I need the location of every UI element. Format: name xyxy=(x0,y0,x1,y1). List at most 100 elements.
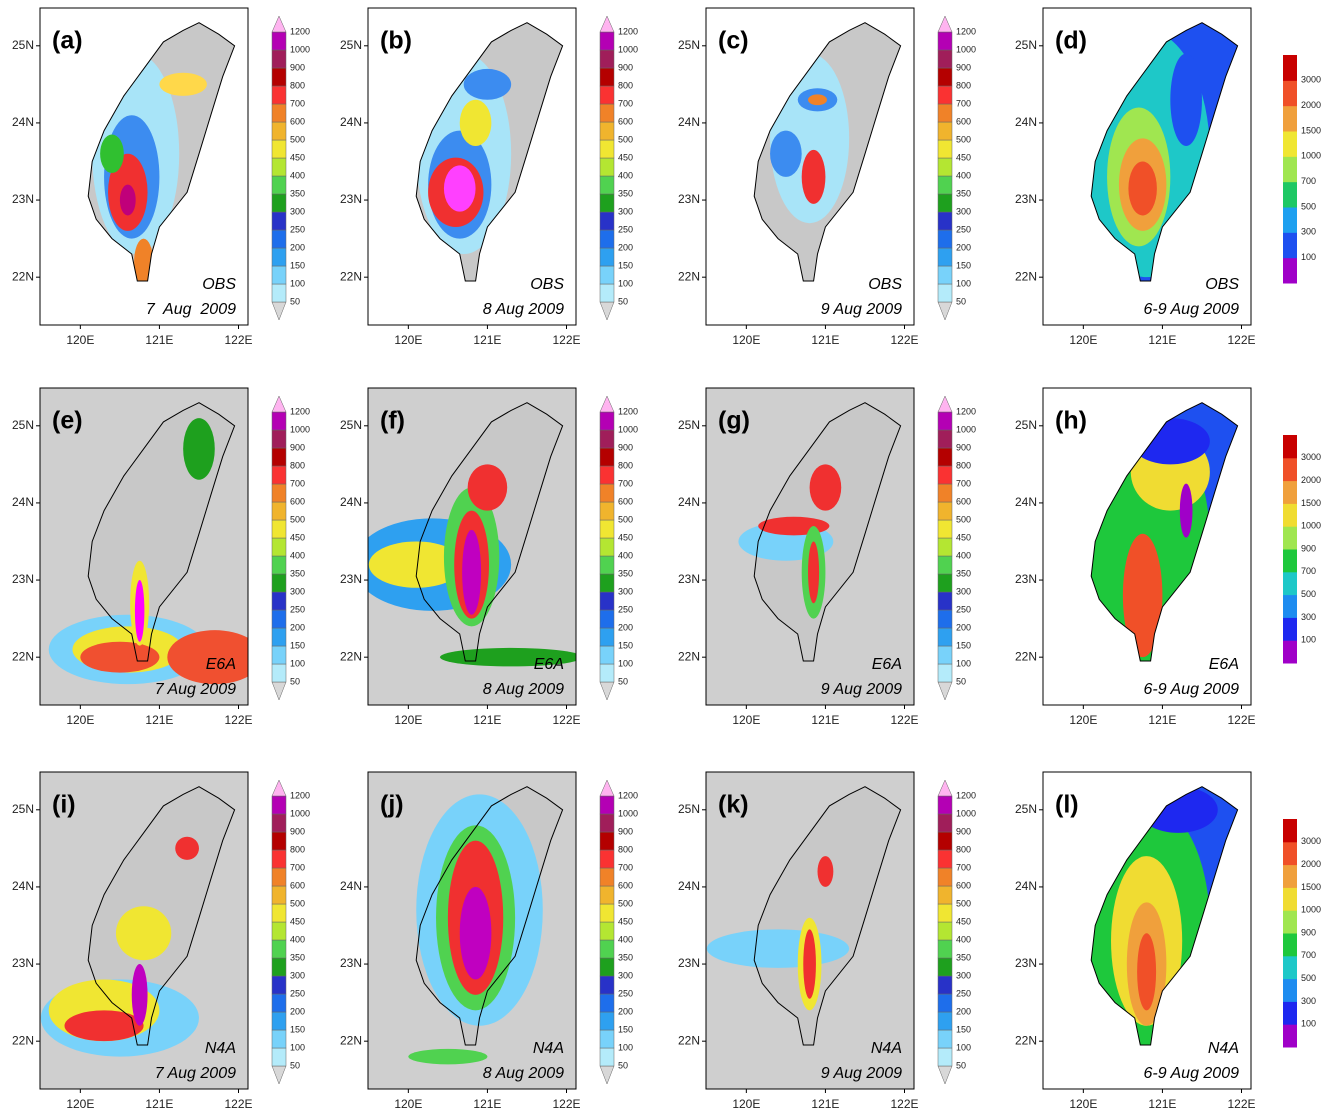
colorbar-box xyxy=(937,663,953,683)
y-tick-label: 24N xyxy=(340,879,362,893)
colorbar-label: 350 xyxy=(618,568,633,578)
colorbar-label: 100 xyxy=(290,658,305,668)
rain-area xyxy=(408,1048,488,1065)
colorbar-label: 100 xyxy=(956,658,971,668)
colorbar-label: 400 xyxy=(618,934,633,944)
colorbar-label: 700 xyxy=(1301,950,1316,960)
x-tick-label: 122E xyxy=(224,713,252,727)
y-tick-label: 22N xyxy=(678,269,700,283)
colorbar-label: 450 xyxy=(290,532,305,542)
colorbar-box xyxy=(271,465,287,485)
colorbar-box xyxy=(271,103,287,123)
colorbar-label: 350 xyxy=(290,568,305,578)
y-tick-label: 23N xyxy=(340,192,362,206)
colorbar-label: 200 xyxy=(618,242,633,252)
rain-area xyxy=(1122,533,1163,658)
colorbar-box xyxy=(599,483,615,503)
colorbar-box xyxy=(937,447,953,467)
colorbar-label: 900 xyxy=(956,62,971,72)
date-label: 8 Aug 2009 xyxy=(483,301,564,318)
x-tick-label: 121E xyxy=(145,713,173,727)
colorbar-box xyxy=(599,229,615,249)
colorbar-box xyxy=(271,663,287,683)
y-tick-label: 25N xyxy=(678,802,700,816)
colorbar-box xyxy=(1283,549,1297,573)
colorbar-box xyxy=(271,211,287,231)
colorbar-label: 300 xyxy=(1301,227,1316,237)
colorbar-box xyxy=(271,247,287,267)
rain-field xyxy=(368,464,576,667)
colorbar-label: 400 xyxy=(290,170,305,180)
colorbar-label: 450 xyxy=(956,916,971,926)
rain-area xyxy=(439,647,576,667)
rain-area xyxy=(801,149,826,204)
date-label: 6-9 Aug 2009 xyxy=(1144,1065,1240,1082)
colorbar-box xyxy=(937,537,953,557)
colorbar-label: 50 xyxy=(956,676,966,686)
source-label: E6A xyxy=(534,656,564,673)
colorbar-label: 300 xyxy=(290,206,305,216)
map-panel: 25N 24N 23N 22N 120E 121E 122E (b) OBS 8 Aug 2009 xyxy=(340,7,581,347)
colorbar-box xyxy=(937,813,953,833)
colorbar-box xyxy=(271,813,287,833)
colorbar-label: 1200 xyxy=(290,26,310,36)
colorbar-label: 700 xyxy=(956,862,971,872)
colorbar-label: 2000 xyxy=(1301,859,1321,869)
map-panel: 25N 24N 23N 22N 120E 121E 122E (g) E6A 9 Aug 2009 xyxy=(678,387,919,727)
colorbar-arrow xyxy=(937,15,953,33)
y-tick-label: 25N xyxy=(12,418,34,432)
rain-area xyxy=(159,72,207,96)
rain-area xyxy=(1137,933,1157,1011)
y-tick-label: 22N xyxy=(340,269,362,283)
colorbar-label: 1000 xyxy=(956,424,976,434)
colorbar-box xyxy=(599,103,615,123)
colorbar-label: 1000 xyxy=(290,424,310,434)
map-frame xyxy=(367,7,577,326)
colorbar-box xyxy=(271,411,287,431)
date-label: 6-9 Aug 2009 xyxy=(1144,301,1240,318)
y-tick-label: 25N xyxy=(340,38,362,52)
colorbar-box xyxy=(1283,617,1297,641)
island xyxy=(754,402,901,661)
y-tick-label: 23N xyxy=(340,572,362,586)
rain-area xyxy=(803,929,816,999)
colorbar-label: 250 xyxy=(618,988,633,998)
colorbar-box xyxy=(1283,594,1297,618)
colorbar-box xyxy=(271,229,287,249)
colorbar-label: 1000 xyxy=(1301,905,1321,915)
colorbar-label: 100 xyxy=(290,278,305,288)
coastline xyxy=(1090,22,1239,282)
colorbar-label: 50 xyxy=(290,676,300,686)
colorbar-box xyxy=(599,429,615,449)
map-panel: 25N 24N 23N 22N 120E 121E 122E (i) N4A 7 Aug 2009 xyxy=(12,771,253,1111)
colorbar-box xyxy=(599,813,615,833)
colorbar-label: 1500 xyxy=(1301,498,1321,508)
colorbar-label: 3000 xyxy=(1301,452,1321,462)
coastline xyxy=(415,786,564,1046)
x-tick-label: 120E xyxy=(732,333,760,347)
colorbar-label: 350 xyxy=(956,568,971,578)
colorbar-label: 700 xyxy=(1301,176,1316,186)
colorbar-label: 150 xyxy=(618,1024,633,1034)
x-tick-label: 121E xyxy=(811,713,839,727)
colorbar-label: 450 xyxy=(956,532,971,542)
y-tick-label: 23N xyxy=(678,192,700,206)
colorbar-box xyxy=(937,1047,953,1067)
colorbar-box xyxy=(1283,841,1297,866)
colorbar-box xyxy=(599,957,615,977)
colorbar-label: 150 xyxy=(956,1024,971,1034)
y-tick-label: 22N xyxy=(12,649,34,663)
x-tick-label: 122E xyxy=(552,1097,580,1111)
colorbar-box xyxy=(599,885,615,905)
colorbar-label: 150 xyxy=(618,640,633,650)
colorbar-box xyxy=(599,211,615,231)
source-label: N4A xyxy=(1208,1040,1239,1057)
x-tick-label: 120E xyxy=(394,713,422,727)
y-tick-label: 25N xyxy=(1015,38,1037,52)
colorbar-box xyxy=(937,849,953,869)
x-tick-label: 121E xyxy=(1148,713,1176,727)
colorbar-box xyxy=(271,609,287,629)
colorbar-arrow xyxy=(599,779,615,797)
colorbar-label: 500 xyxy=(1301,973,1316,983)
